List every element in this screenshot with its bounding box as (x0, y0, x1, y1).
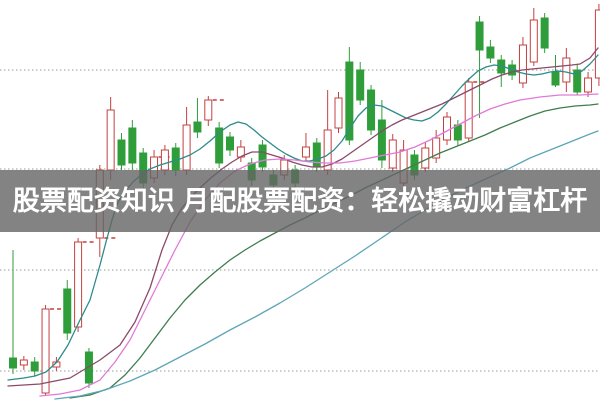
candle-body (226, 136, 234, 151)
candle-body (106, 109, 115, 171)
candle-body (128, 127, 137, 164)
candle-body (443, 116, 451, 141)
candle-body (19, 359, 28, 366)
candle-body (356, 69, 365, 101)
candle-body (204, 99, 213, 121)
candle-body (63, 288, 72, 334)
candle-body (551, 71, 560, 86)
candle-body (312, 142, 321, 168)
headline-banner: 股票配资知识 月配股票配资：轻松撬动财富杠杆 (0, 170, 600, 232)
candle-body (74, 241, 83, 328)
ma-line-ma-60-lightcyan (54, 130, 599, 400)
candle-body (41, 308, 50, 394)
candle-body (182, 124, 191, 171)
candle-body (562, 57, 571, 83)
candle-body (464, 81, 473, 139)
candle-body (540, 17, 549, 49)
candle-body (584, 77, 593, 93)
candle-body (377, 119, 386, 161)
candle-body (117, 139, 126, 166)
candle-body (215, 127, 224, 164)
candle-body (367, 89, 376, 131)
ma-line-ma-30-darkgreen (69, 103, 599, 399)
candle-body (573, 69, 582, 93)
candle-body (453, 124, 462, 141)
ma-line-ma-20-pink (39, 93, 599, 397)
candle-body (432, 137, 441, 159)
candle-body (9, 357, 17, 369)
candle-body (30, 361, 39, 372)
candle-body (160, 149, 169, 171)
candle-body (529, 19, 538, 63)
candle-body (475, 21, 484, 51)
candle-body (334, 97, 343, 129)
candle-body (84, 351, 93, 384)
candle-body (193, 121, 202, 133)
candle-body (594, 9, 600, 79)
candle-body (301, 146, 310, 158)
candle-body (518, 44, 527, 84)
candle-body (345, 61, 354, 141)
candle-body (486, 46, 495, 59)
candle-body (258, 144, 267, 168)
headline-text: 股票配资知识 月配股票配资：轻松撬动财富杠杆 (12, 186, 588, 216)
